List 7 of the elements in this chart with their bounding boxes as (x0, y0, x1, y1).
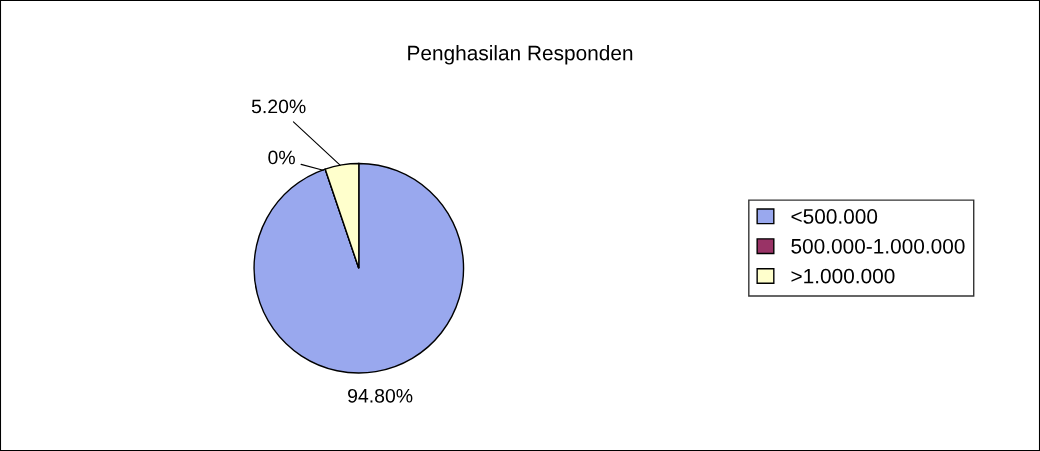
data-label: 94.80% (348, 388, 413, 403)
data-label: 5.20% (251, 99, 306, 114)
legend-label: >1.000.000 (791, 268, 895, 284)
chart-title: Penghasilan Responden (408, 45, 633, 65)
legend-label: <500.000 (791, 209, 878, 224)
legend-label: 500.000-1.000.000 (791, 238, 965, 254)
text: 0% (268, 150, 295, 165)
